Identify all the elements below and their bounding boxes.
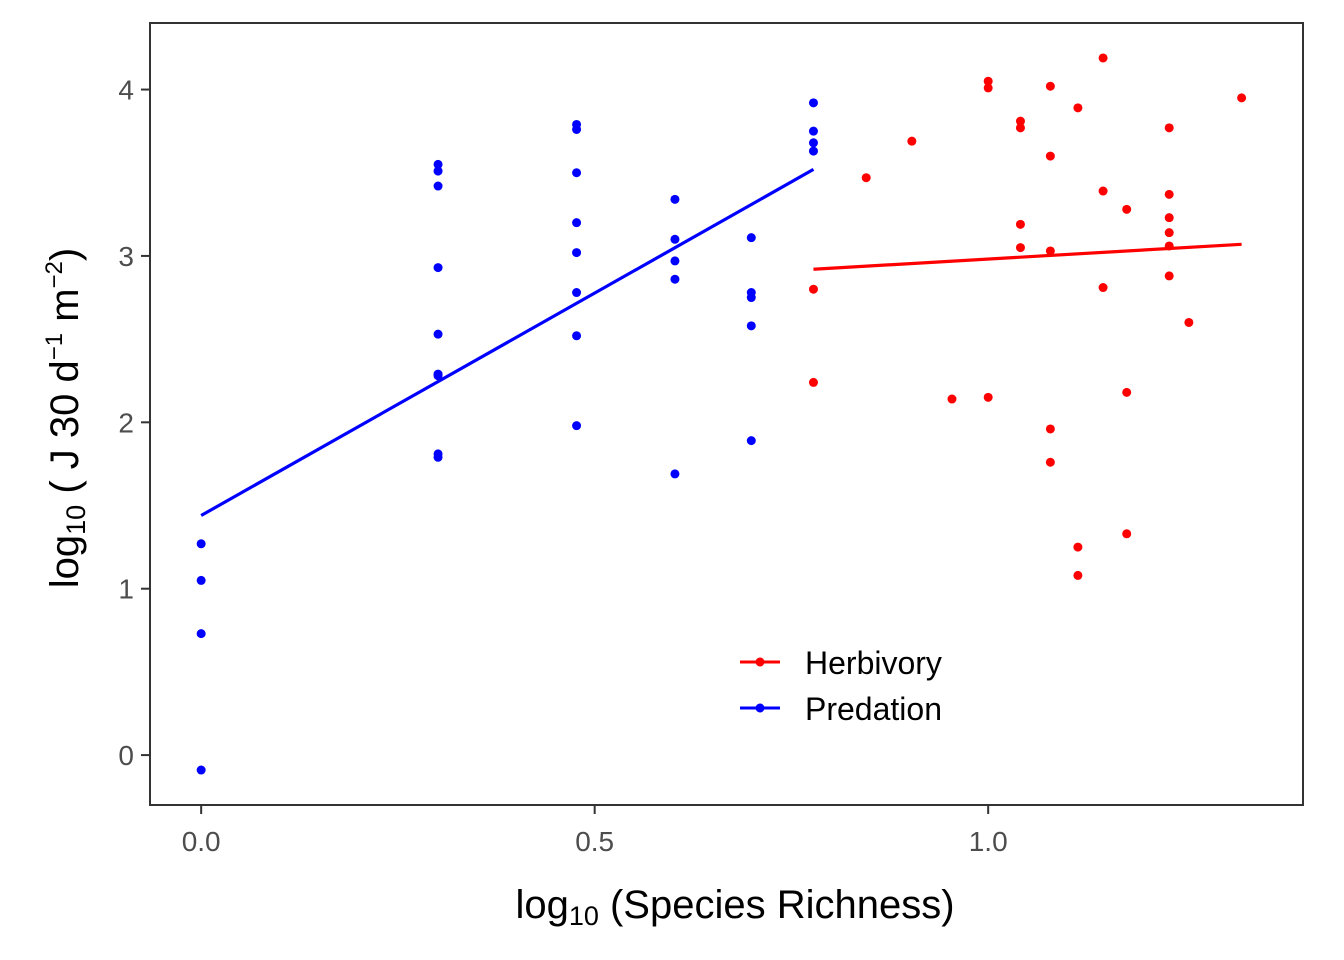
- point-predation: [572, 421, 582, 431]
- point-herbivory: [983, 392, 993, 402]
- point-herbivory: [1164, 241, 1174, 251]
- point-predation: [572, 248, 582, 258]
- point-herbivory: [808, 377, 818, 387]
- point-predation: [433, 263, 443, 273]
- point-herbivory: [1164, 189, 1174, 199]
- legend: Herbivory Predation: [740, 645, 942, 727]
- point-predation: [196, 765, 206, 775]
- point-herbivory: [1122, 387, 1132, 397]
- x-tick-label: 1.0: [969, 826, 1008, 857]
- point-herbivory: [1098, 186, 1108, 196]
- y-tick-label: 2: [118, 407, 134, 438]
- point-predation: [572, 218, 582, 228]
- point-predation: [433, 329, 443, 339]
- point-herbivory: [1164, 123, 1174, 133]
- y-tick-label: 0: [118, 740, 134, 771]
- point-herbivory: [861, 173, 871, 183]
- point-predation: [572, 331, 582, 341]
- y-axis: 0 1 2 3 4: [118, 75, 150, 771]
- point-predation: [196, 575, 206, 585]
- point-predation: [670, 469, 680, 479]
- point-herbivory: [1237, 93, 1247, 103]
- point-herbivory: [1073, 103, 1083, 113]
- x-axis-title: log10 (Species Richness): [515, 883, 954, 931]
- point-predation: [670, 234, 680, 244]
- regression-lines: [200, 168, 1242, 517]
- point-herbivory: [1045, 81, 1055, 91]
- point-predation: [196, 629, 206, 639]
- x-tick-label: 0.0: [182, 826, 221, 857]
- legend-label-predation: Predation: [805, 691, 942, 727]
- point-predation: [572, 168, 582, 178]
- point-predation: [808, 126, 818, 136]
- data-points: [196, 53, 1247, 775]
- point-herbivory: [907, 136, 917, 146]
- legend-item-herbivory: Herbivory: [740, 645, 942, 681]
- point-herbivory: [1164, 228, 1174, 238]
- legend-key-point-predation: [755, 703, 765, 713]
- point-predation: [670, 256, 680, 266]
- x-tick-label: 0.5: [575, 826, 614, 857]
- point-predation: [433, 181, 443, 191]
- point-herbivory: [1073, 542, 1083, 552]
- point-herbivory: [1184, 317, 1194, 327]
- point-predation: [572, 288, 582, 298]
- point-herbivory: [1015, 123, 1025, 133]
- point-herbivory: [983, 76, 993, 86]
- fit-line-predation: [200, 168, 815, 517]
- point-herbivory: [1045, 457, 1055, 467]
- point-herbivory: [1122, 529, 1132, 539]
- point-herbivory: [808, 284, 818, 294]
- point-predation: [808, 146, 818, 156]
- point-predation: [670, 194, 680, 204]
- point-herbivory: [983, 83, 993, 93]
- point-herbivory: [1164, 271, 1174, 281]
- point-herbivory: [1015, 116, 1025, 126]
- point-herbivory: [1015, 243, 1025, 253]
- point-predation: [808, 98, 818, 108]
- point-herbivory: [1015, 219, 1025, 229]
- point-predation: [746, 436, 756, 446]
- legend-key-point-herbivory: [755, 657, 765, 667]
- point-predation: [572, 124, 582, 134]
- point-predation: [433, 452, 443, 462]
- point-herbivory: [1073, 570, 1083, 580]
- point-predation: [196, 539, 206, 549]
- fit-line-herbivory: [813, 242, 1242, 271]
- point-predation: [746, 321, 756, 331]
- y-axis-title: log10 ( J 30 d−1 m−2): [41, 248, 91, 588]
- y-tick-label: 3: [118, 241, 134, 272]
- point-herbivory: [1045, 246, 1055, 256]
- point-predation: [670, 274, 680, 284]
- point-predation: [433, 371, 443, 381]
- point-herbivory: [1098, 283, 1108, 293]
- y-tick-label: 4: [118, 75, 134, 106]
- point-predation: [433, 166, 443, 176]
- point-herbivory: [1122, 204, 1132, 214]
- point-predation: [808, 138, 818, 148]
- point-herbivory: [1098, 53, 1108, 63]
- legend-item-predation: Predation: [740, 691, 942, 727]
- point-predation: [433, 159, 443, 169]
- point-predation: [746, 293, 756, 303]
- legend-label-herbivory: Herbivory: [805, 645, 942, 681]
- x-axis: 0.0 0.5 1.0: [182, 805, 1008, 857]
- y-tick-label: 1: [118, 574, 134, 605]
- point-herbivory: [1045, 151, 1055, 161]
- point-herbivory: [1164, 213, 1174, 223]
- point-herbivory: [1045, 424, 1055, 434]
- point-herbivory: [947, 394, 957, 404]
- plot-panel-border: [149, 22, 1304, 806]
- point-predation: [746, 233, 756, 243]
